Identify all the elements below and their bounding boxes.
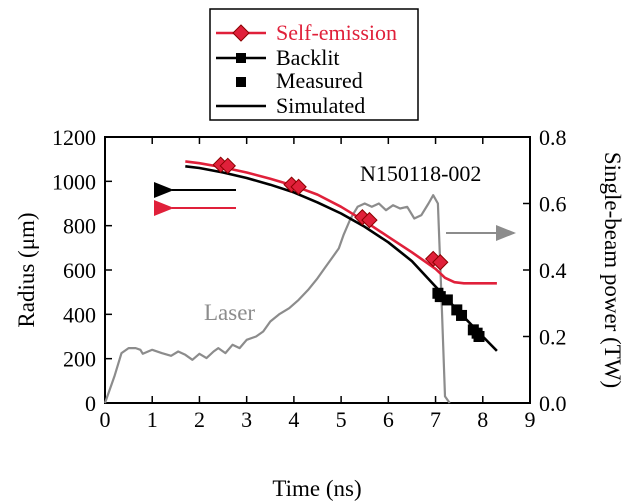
y-tick-label-left: 800 (63, 214, 96, 239)
y-tick-label-left: 0 (85, 391, 96, 416)
y-axis-label-left: Radius (μm) (14, 212, 39, 327)
run-id-label: N150118-002 (360, 161, 481, 186)
backlit-point (451, 304, 463, 316)
legend-label-simulated: Simulated (276, 93, 365, 118)
legend: Self-emission Backlit Measured Simulated (209, 8, 419, 121)
y-tick-label-left: 1200 (52, 125, 96, 150)
self-emission-point (361, 211, 378, 229)
y-tick-label-right: 0.2 (539, 325, 567, 350)
legend-marker-self-emission (232, 24, 250, 42)
measured-markers (212, 156, 485, 342)
legend-entry-simulated: Simulated (216, 93, 365, 118)
laser-power-line (103, 194, 451, 404)
y-tick-label-left: 200 (63, 347, 96, 372)
laser-label: Laser (204, 300, 255, 325)
legend-marker-backlit (236, 53, 246, 63)
y-tick-label-right: 0.4 (539, 258, 567, 283)
backlit-point (434, 291, 446, 303)
laser-series (103, 194, 451, 404)
legend-label-measured: Measured (276, 68, 363, 93)
legend-box (209, 8, 419, 121)
legend-entry-backlit: Backlit (216, 45, 340, 70)
x-axis-label: Time (ns) (272, 476, 361, 501)
y-tick-label-left: 1000 (52, 169, 96, 194)
self-emission-point (290, 178, 307, 196)
self-emission-point (219, 157, 236, 175)
x-tick-label: 0 (100, 407, 111, 432)
x-tick-label: 9 (525, 407, 536, 432)
y-tick-label-right: 0.8 (539, 125, 567, 150)
axis-ticks: 0 1 2 3 4 5 6 7 8 9 0 200 400 600 800 1000 1200 0.0 0.2 0.4… (52, 125, 567, 432)
legend-label-self-emission: Self-emission (276, 20, 397, 45)
legend-marker-measured (236, 77, 246, 87)
x-tick-label: 6 (383, 407, 394, 432)
x-tick-label: 2 (194, 407, 205, 432)
x-tick-label: 4 (288, 407, 299, 432)
backlit-point (441, 294, 453, 306)
x-tick-label: 1 (147, 407, 158, 432)
y-tick-label-right: 0.6 (539, 192, 567, 217)
backlit-point (456, 309, 468, 321)
legend-entry-measured: Measured (236, 68, 363, 93)
x-tick-label: 3 (241, 407, 252, 432)
y-axis-label-right: Single-beam power (TW) (600, 152, 625, 388)
y-tick-label-left: 600 (63, 258, 96, 283)
y-tick-label-left: 400 (63, 302, 96, 327)
x-tick-label: 7 (430, 407, 441, 432)
self-emission-point (432, 254, 449, 271)
x-tick-label: 8 (477, 407, 488, 432)
legend-entry-self-emission: Self-emission (216, 20, 397, 45)
x-tick-label: 5 (336, 407, 347, 432)
y-tick-label-right: 0.0 (539, 391, 567, 416)
legend-label-backlit: Backlit (276, 45, 340, 70)
backlit-point (473, 331, 485, 342)
